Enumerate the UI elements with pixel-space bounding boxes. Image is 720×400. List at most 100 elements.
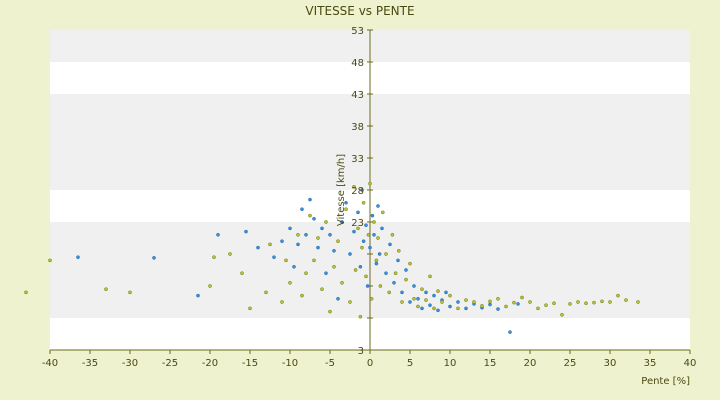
data-point bbox=[288, 280, 292, 285]
data-point bbox=[288, 226, 292, 231]
data-point bbox=[284, 258, 288, 263]
data-point bbox=[208, 284, 212, 288]
data-point bbox=[324, 220, 328, 224]
data-point bbox=[512, 300, 516, 305]
data-point bbox=[576, 300, 580, 304]
data-point bbox=[488, 302, 492, 307]
data-point bbox=[464, 306, 468, 311]
data-point bbox=[196, 293, 200, 298]
data-point bbox=[304, 232, 308, 237]
x-tick-label: -30 bbox=[122, 358, 138, 369]
data-point bbox=[396, 258, 400, 263]
data-point bbox=[448, 293, 452, 298]
data-point bbox=[608, 300, 612, 304]
data-point bbox=[428, 274, 432, 279]
data-point bbox=[400, 300, 404, 304]
data-point bbox=[296, 232, 300, 237]
data-point bbox=[304, 271, 308, 276]
data-point bbox=[520, 295, 524, 300]
data-point bbox=[244, 229, 248, 234]
data-point bbox=[420, 287, 424, 292]
data-point bbox=[424, 298, 428, 302]
data-point bbox=[332, 248, 336, 253]
data-point bbox=[424, 290, 428, 295]
x-tick-label: 40 bbox=[684, 358, 697, 369]
data-point bbox=[390, 232, 395, 237]
data-point bbox=[361, 239, 366, 243]
chart-title: VITESSE vs PENTE bbox=[305, 4, 414, 18]
data-point bbox=[616, 293, 620, 298]
y-tick-label: 33 bbox=[351, 154, 364, 165]
data-point bbox=[296, 242, 300, 247]
data-point bbox=[324, 271, 328, 276]
data-point bbox=[432, 306, 436, 311]
data-point bbox=[240, 271, 244, 276]
data-point bbox=[384, 252, 388, 256]
data-point bbox=[328, 232, 332, 237]
y-tick-label: 23 bbox=[351, 218, 364, 229]
data-point bbox=[152, 256, 156, 260]
x-tick-label: -25 bbox=[162, 358, 178, 369]
data-point bbox=[560, 312, 564, 317]
x-tick-label: 35 bbox=[644, 358, 657, 369]
data-point bbox=[366, 232, 371, 237]
data-point bbox=[348, 252, 352, 256]
data-point bbox=[374, 258, 379, 263]
data-point bbox=[496, 296, 500, 301]
data-point bbox=[364, 223, 368, 227]
data-point bbox=[436, 308, 440, 313]
data-point bbox=[364, 274, 368, 279]
data-point bbox=[374, 261, 379, 266]
x-tick-label: 0 bbox=[367, 358, 373, 369]
data-point bbox=[370, 213, 375, 218]
data-point bbox=[328, 309, 332, 314]
data-point bbox=[312, 258, 316, 263]
data-point bbox=[472, 300, 476, 304]
data-point bbox=[420, 306, 424, 311]
y-tick-label: 53 bbox=[351, 26, 364, 37]
data-point bbox=[387, 290, 392, 295]
data-point bbox=[516, 302, 520, 306]
data-point bbox=[508, 330, 512, 334]
y-tick-label: 43 bbox=[351, 90, 364, 101]
data-point bbox=[292, 264, 296, 269]
data-points bbox=[24, 181, 640, 334]
data-point bbox=[361, 200, 366, 205]
data-point bbox=[336, 239, 340, 243]
x-tick-label: 15 bbox=[484, 358, 497, 369]
data-point bbox=[624, 298, 628, 302]
data-point bbox=[377, 252, 382, 256]
data-point bbox=[24, 290, 28, 295]
data-point bbox=[368, 181, 372, 186]
data-point bbox=[356, 210, 360, 215]
data-point bbox=[104, 287, 108, 292]
x-tick-label: -15 bbox=[242, 358, 258, 369]
data-point bbox=[436, 289, 440, 293]
data-point bbox=[268, 242, 272, 247]
data-point bbox=[360, 245, 364, 250]
data-point bbox=[344, 207, 348, 211]
data-point bbox=[248, 306, 252, 311]
x-tick-label: 30 bbox=[604, 358, 617, 369]
y-tick-label: 38 bbox=[351, 122, 364, 133]
x-tick-label: -40 bbox=[42, 358, 58, 369]
data-point bbox=[412, 284, 416, 288]
data-point bbox=[336, 296, 340, 301]
data-point bbox=[76, 255, 80, 260]
data-point bbox=[48, 258, 52, 263]
data-point bbox=[352, 184, 356, 189]
data-point bbox=[376, 236, 380, 240]
data-point bbox=[280, 300, 284, 304]
data-point bbox=[356, 226, 360, 231]
data-point bbox=[592, 300, 596, 305]
x-tick-label: -5 bbox=[325, 358, 335, 369]
data-point bbox=[365, 284, 370, 288]
data-point bbox=[408, 261, 412, 266]
data-point bbox=[320, 287, 324, 292]
data-point bbox=[384, 271, 388, 276]
data-point bbox=[392, 280, 396, 285]
x-tick-label: 20 bbox=[524, 358, 537, 369]
data-point bbox=[408, 300, 412, 304]
data-point bbox=[488, 299, 492, 304]
data-point bbox=[332, 264, 336, 269]
